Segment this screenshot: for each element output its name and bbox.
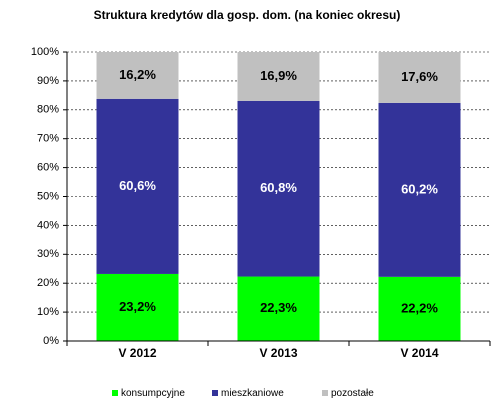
y-tick-label: 50% (37, 190, 59, 202)
bar-segment (96, 52, 179, 99)
bar-segment (237, 100, 320, 277)
y-tick-label: 80% (37, 104, 59, 116)
y-tick-label: 20% (37, 277, 59, 289)
y-tick-label: 40% (37, 219, 59, 231)
y-tick-label: 10% (37, 306, 59, 318)
x-tick-label: V 2013 (259, 346, 297, 360)
data-label: 23,2% (119, 299, 156, 314)
bar-segment (378, 276, 461, 341)
x-tick-label: V 2012 (118, 346, 156, 360)
data-label: 16,2% (119, 67, 156, 82)
y-tick-label: 90% (37, 75, 59, 87)
bar-segment (378, 102, 461, 277)
data-label: 22,3% (260, 300, 297, 315)
legend-swatch (212, 390, 218, 396)
legend-label: pozostałe (331, 388, 374, 399)
x-tick-label: V 2014 (400, 346, 438, 360)
bar-segment (237, 276, 320, 341)
legend-label: mieszkaniowe (221, 388, 284, 399)
bar-segment (237, 52, 320, 101)
y-tick-label: 0% (43, 335, 59, 347)
data-label: 16,9% (260, 68, 297, 83)
data-label: 17,6% (401, 69, 438, 84)
data-label: 60,6% (119, 178, 156, 193)
y-tick-label: 100% (31, 46, 59, 58)
legend-swatch (322, 390, 328, 396)
bar-segment (96, 98, 179, 274)
chart-title: Struktura kredytów dla gosp. dom. (na ko… (94, 8, 401, 22)
y-tick-label: 70% (37, 133, 59, 145)
bar-segment (96, 273, 179, 341)
bar-segment (378, 52, 461, 103)
data-label: 60,2% (401, 181, 438, 196)
data-label: 60,8% (260, 180, 297, 195)
legend-label: konsumpcyjne (121, 388, 185, 399)
legend-swatch (112, 390, 118, 396)
y-tick-label: 30% (37, 248, 59, 260)
data-label: 22,2% (401, 300, 438, 315)
y-tick-label: 60% (37, 162, 59, 174)
